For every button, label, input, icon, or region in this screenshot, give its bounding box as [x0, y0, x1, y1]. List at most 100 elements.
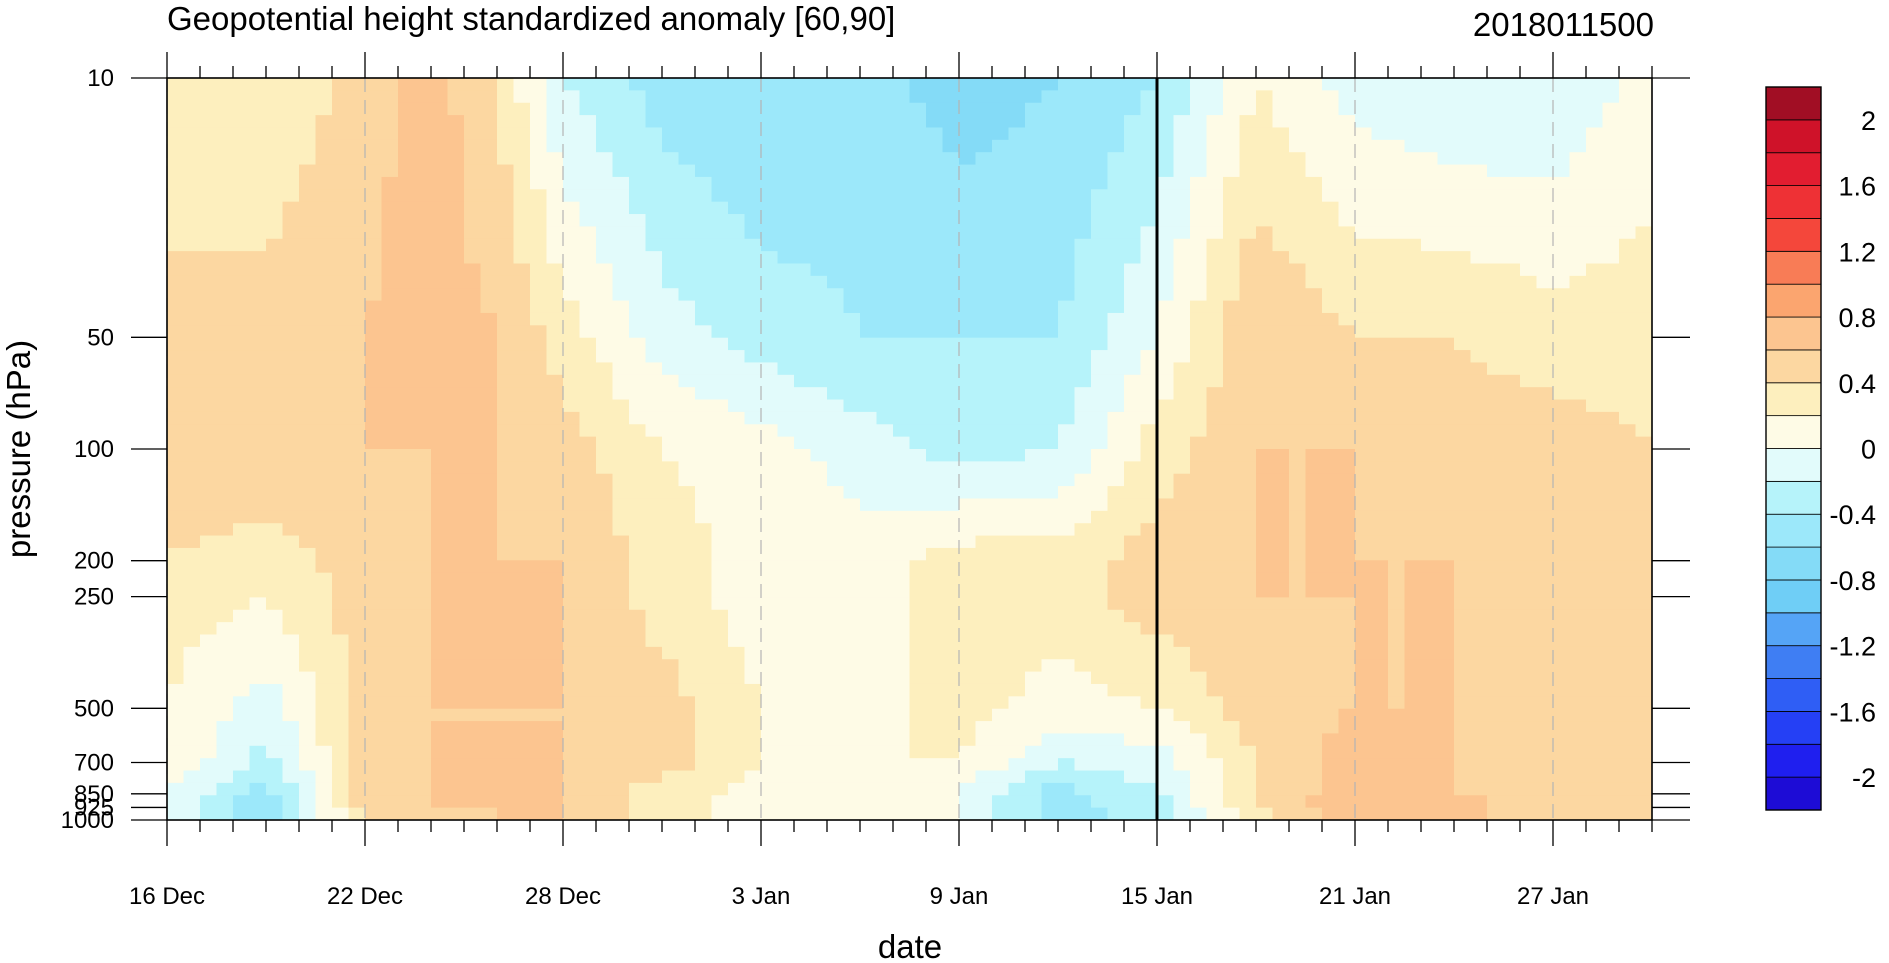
field-cell: [728, 721, 746, 735]
field-cell: [530, 374, 548, 388]
field-cell: [1058, 300, 1076, 314]
field-cell: [810, 671, 828, 685]
field-cell: [381, 152, 399, 166]
field-cell: [645, 659, 663, 673]
field-cell: [579, 733, 597, 747]
field-cell: [348, 238, 366, 252]
field-cell: [794, 387, 812, 401]
field-cell: [1503, 547, 1521, 561]
field-cell: [183, 115, 201, 129]
field-cell: [1487, 523, 1505, 537]
field-cell: [645, 646, 663, 660]
field-cell: [1223, 683, 1241, 697]
field-cell: [1520, 78, 1538, 91]
field-cell: [1470, 523, 1488, 537]
field-cell: [1008, 300, 1026, 314]
field-cell: [1272, 585, 1290, 598]
field-cell: [992, 795, 1010, 809]
field-cell: [365, 102, 383, 116]
field-cell: [249, 696, 267, 710]
field-cell: [695, 758, 713, 772]
field-cell: [810, 90, 828, 104]
field-cell: [200, 350, 218, 364]
field-cell: [431, 634, 449, 648]
field-cell: [975, 622, 993, 636]
field-cell: [546, 683, 564, 697]
field-cell: [629, 510, 647, 524]
field-cell: [1107, 733, 1125, 747]
field-cell: [332, 411, 350, 425]
field-cell: [612, 275, 630, 289]
field-cell: [1008, 102, 1026, 116]
field-cell: [480, 424, 498, 438]
field-cell: [1322, 102, 1340, 116]
field-cell: [1091, 115, 1109, 129]
field-cell: [662, 683, 680, 697]
field-cell: [1454, 733, 1472, 747]
field-cell: [464, 424, 482, 438]
field-cell: [299, 721, 317, 735]
field-cell: [365, 251, 383, 265]
field-cell: [1008, 745, 1026, 759]
field-cell: [1124, 300, 1142, 314]
field-cell: [1223, 251, 1241, 265]
field-cell: [1157, 226, 1175, 240]
field-cell: [959, 337, 977, 351]
field-cell: [579, 152, 597, 166]
field-cell: [1223, 659, 1241, 673]
field-cell: [810, 461, 828, 475]
field-cell: [596, 523, 614, 537]
field-cell: [365, 288, 383, 302]
field-cell: [1173, 510, 1191, 524]
field-cell: [579, 362, 597, 376]
field-cell: [447, 696, 465, 710]
field-cell: [1008, 275, 1026, 289]
field-cell: [1272, 337, 1290, 351]
field-cell: [1421, 770, 1439, 784]
field-cell: [480, 473, 498, 487]
field-cell: [810, 473, 828, 487]
field-cell: [1289, 609, 1307, 623]
field-cell: [645, 152, 663, 166]
field-cell: [1520, 535, 1538, 549]
field-cell: [893, 350, 911, 364]
field-cell: [183, 486, 201, 500]
field-cell: [167, 523, 185, 537]
field-cell: [1520, 362, 1538, 376]
field-cell: [315, 449, 333, 462]
field-cell: [1421, 238, 1439, 252]
field-cell: [447, 646, 465, 660]
field-cell: [678, 238, 696, 252]
field-cell: [183, 523, 201, 537]
run-date-label: 2018011500: [1473, 6, 1654, 43]
field-cell: [1503, 696, 1521, 710]
field-cell: [909, 547, 927, 561]
field-cell: [447, 708, 465, 722]
field-cell: [843, 498, 861, 512]
field-cell: [1305, 671, 1323, 685]
field-cell: [728, 572, 746, 586]
field-cell: [563, 176, 581, 190]
field-cell: [1140, 622, 1158, 636]
field-cell: [629, 671, 647, 685]
field-cell: [794, 78, 812, 91]
field-cell: [662, 795, 680, 809]
field-cell: [1355, 486, 1373, 500]
field-cell: [909, 498, 927, 512]
field-cell: [315, 90, 333, 104]
field-cell: [1223, 201, 1241, 215]
field-cell: [942, 510, 960, 524]
field-cell: [1140, 696, 1158, 710]
field-cell: [1025, 90, 1043, 104]
field-cell: [860, 461, 878, 475]
field-cell: [1107, 782, 1125, 796]
field-cell: [1173, 646, 1191, 660]
field-cell: [1041, 312, 1059, 326]
field-cell: [1239, 733, 1257, 747]
field-cell: [761, 164, 779, 178]
field-cell: [332, 226, 350, 240]
field-cell: [1404, 473, 1422, 487]
field-cell: [728, 634, 746, 648]
field-cell: [843, 535, 861, 549]
field-cell: [744, 399, 762, 413]
